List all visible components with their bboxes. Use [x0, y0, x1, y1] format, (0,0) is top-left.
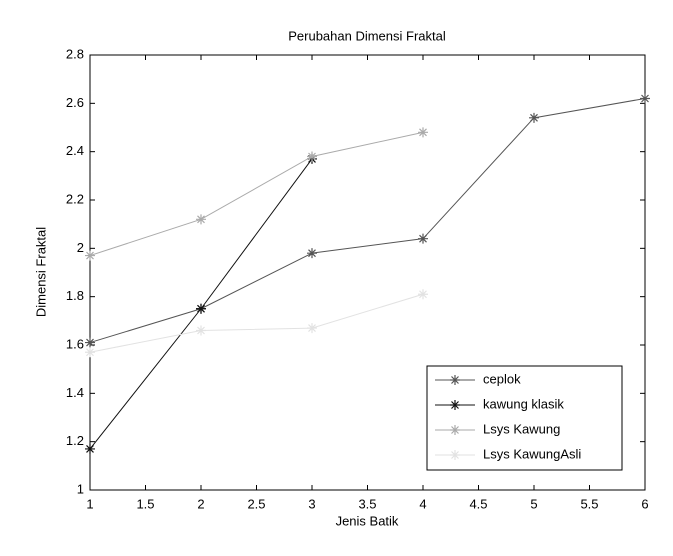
data-marker — [418, 127, 428, 138]
series-line — [89, 131, 424, 257]
data-marker — [85, 443, 95, 454]
y-tick-label: 2.8 — [66, 46, 84, 61]
legend-box — [426, 365, 623, 471]
data-marker — [307, 151, 317, 162]
series-line — [89, 98, 646, 344]
legend-label: Lsys KawungAsli — [483, 446, 581, 461]
legend-label: ceplok — [483, 371, 521, 386]
data-marker — [196, 214, 206, 225]
y-tick-label: 2.2 — [66, 191, 84, 206]
legend-marker — [450, 375, 460, 385]
x-tick-label: 2 — [197, 496, 204, 511]
x-tick-label: 3.5 — [358, 496, 376, 511]
y-tick-label: 2 — [77, 240, 84, 255]
x-tick-label: 6 — [641, 496, 648, 511]
y-axis-label: Dimensi Fraktal — [33, 227, 48, 317]
series-line — [89, 293, 424, 353]
legend-marker — [450, 450, 460, 460]
data-marker — [418, 233, 428, 244]
legend-label: Lsys Kawung — [483, 421, 560, 436]
x-tick-label: 2.5 — [247, 496, 265, 511]
data-marker — [418, 289, 428, 300]
y-tick-label: 1.4 — [66, 385, 84, 400]
y-tick-label: 1.8 — [66, 288, 84, 303]
x-tick-label: 5.5 — [580, 496, 598, 511]
y-tick-label: 2.6 — [66, 95, 84, 110]
data-marker — [85, 347, 95, 358]
chart-title: Perubahan Dimensi Fraktal — [288, 28, 446, 43]
legend-marker — [450, 400, 460, 410]
data-marker — [196, 303, 206, 314]
x-tick-label: 5 — [530, 496, 537, 511]
legend-label: kawung klasik — [483, 396, 564, 411]
legend-marker — [450, 425, 460, 435]
data-marker — [307, 323, 317, 334]
data-marker — [85, 337, 95, 348]
data-marker — [307, 248, 317, 259]
x-tick-label: 4 — [419, 496, 426, 511]
x-axis-label: Jenis Batik — [336, 513, 399, 528]
data-marker — [640, 93, 650, 104]
x-tick-label: 3 — [308, 496, 315, 511]
x-tick-label: 1 — [86, 496, 93, 511]
data-marker — [85, 250, 95, 261]
y-tick-label: 1.2 — [66, 433, 84, 448]
x-tick-label: 4.5 — [469, 496, 487, 511]
y-tick-label: 1 — [77, 481, 84, 496]
data-marker — [196, 325, 206, 336]
y-tick-label: 2.4 — [66, 143, 84, 158]
y-tick-label: 1.6 — [66, 336, 84, 351]
data-marker — [529, 112, 539, 123]
x-tick-label: 1.5 — [136, 496, 154, 511]
